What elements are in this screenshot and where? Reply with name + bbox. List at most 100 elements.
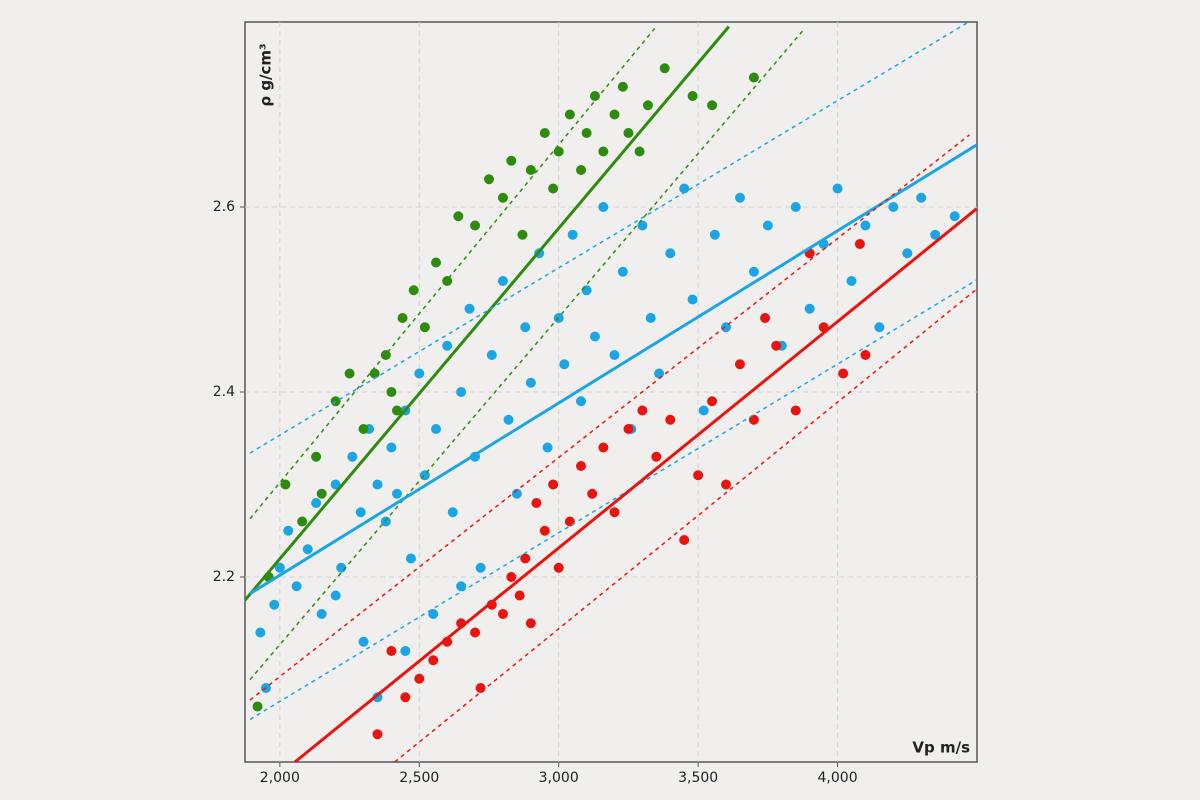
fit-line: [249, 279, 977, 721]
scatter-point: [358, 636, 369, 647]
fit-line: [249, 27, 806, 681]
scatter-point: [442, 276, 453, 286]
scatter-point: [609, 109, 620, 120]
scatter-point: [687, 294, 698, 305]
scatter-point: [456, 581, 467, 592]
scatter-point: [311, 498, 322, 508]
scatter-point: [760, 313, 771, 323]
scatter-point: [255, 627, 266, 638]
x-tick-label: 3,500: [678, 770, 718, 786]
scatter-point: [497, 609, 508, 619]
scatter-point: [553, 146, 564, 157]
scatter-point: [860, 350, 871, 360]
plot-marks: [245, 22, 977, 762]
y-axis-label: ρ g/cm³: [257, 43, 275, 106]
scatter-point: [470, 220, 481, 231]
scatter-point: [442, 340, 453, 351]
scatter-point: [431, 257, 442, 268]
scatter-point: [525, 618, 536, 629]
scatter-point: [581, 128, 592, 138]
scatter-point: [854, 239, 865, 249]
scatter-point: [609, 507, 620, 518]
scatter-point: [539, 525, 550, 536]
scatter-point: [391, 488, 402, 499]
fit-line: [249, 22, 970, 454]
scatter-point: [623, 128, 634, 138]
scatter-point: [790, 405, 801, 416]
scatter-point: [464, 303, 475, 314]
scatter-point: [665, 248, 676, 259]
scatter-point: [609, 350, 620, 360]
scatter-point: [687, 91, 698, 101]
scatter-point: [391, 405, 402, 416]
scatter-point: [734, 359, 745, 370]
scatter-point: [564, 516, 575, 527]
scatter-point: [707, 100, 718, 111]
scatter-point: [617, 81, 628, 92]
scatter-point: [542, 442, 553, 453]
fit-line: [249, 134, 970, 701]
scatter-point: [497, 276, 508, 286]
fit-line: [394, 288, 977, 762]
scatter-point: [559, 359, 570, 370]
scatter-point: [748, 414, 759, 425]
scatter-point: [589, 331, 600, 342]
scatter-point: [400, 646, 411, 656]
scatter-point: [503, 414, 514, 425]
x-tick-label: 2,500: [399, 770, 439, 786]
scatter-point: [832, 183, 843, 194]
scatter-point: [506, 572, 517, 582]
scatter-point: [470, 627, 481, 638]
scatter-point: [316, 488, 327, 499]
scatter-point: [587, 488, 598, 499]
scatter-point: [291, 581, 302, 592]
scatter-point: [709, 229, 720, 240]
scatter-point: [598, 442, 609, 453]
scatter-point: [386, 646, 397, 656]
labels: ρ g/cm³ Vp m/s 2,000 2,500 3,000 3,500 4,000…: [213, 43, 970, 786]
scatter-point: [762, 220, 773, 231]
scatter-point: [634, 146, 645, 157]
scatter-point: [771, 340, 782, 351]
scatter-point: [659, 63, 670, 74]
scatter-point: [721, 479, 732, 490]
scatter-point: [456, 387, 467, 397]
scatter-point: [431, 424, 442, 434]
scatter-point: [520, 322, 531, 333]
y-tick-label: 2.6: [213, 199, 235, 215]
x-tick-label: 4,000: [818, 770, 858, 786]
fit-line: [249, 27, 656, 520]
scatter-point: [567, 229, 578, 240]
scatter-point: [949, 211, 960, 222]
scatter-point: [902, 248, 913, 259]
scatter-point: [637, 405, 648, 416]
scatter-point: [397, 313, 408, 323]
scatter-point: [930, 229, 941, 240]
scatter-point: [302, 544, 313, 555]
y-tick-label: 2.2: [213, 569, 235, 585]
scatter-point: [748, 72, 759, 83]
scatter-point: [651, 451, 662, 462]
scatter-point: [380, 350, 391, 360]
scatter-point: [846, 276, 857, 286]
scatter-point: [453, 211, 464, 222]
scatter-point: [475, 683, 486, 693]
scatter-point: [679, 183, 690, 194]
scatter-point: [654, 368, 665, 379]
scatter-point: [369, 368, 380, 379]
scatter-point: [506, 155, 517, 166]
scatter-point: [734, 192, 745, 203]
scatter-point: [581, 285, 592, 296]
scatter-point: [408, 285, 419, 296]
scatter-point: [598, 202, 609, 212]
scatter-point: [330, 479, 341, 490]
scatter-point: [698, 405, 709, 416]
scatter-point: [372, 479, 383, 490]
scatter-point: [447, 507, 458, 518]
scatter-point: [497, 192, 508, 203]
scatter-point: [564, 109, 575, 120]
scatter-point: [486, 350, 497, 360]
scatter-point: [748, 266, 759, 277]
